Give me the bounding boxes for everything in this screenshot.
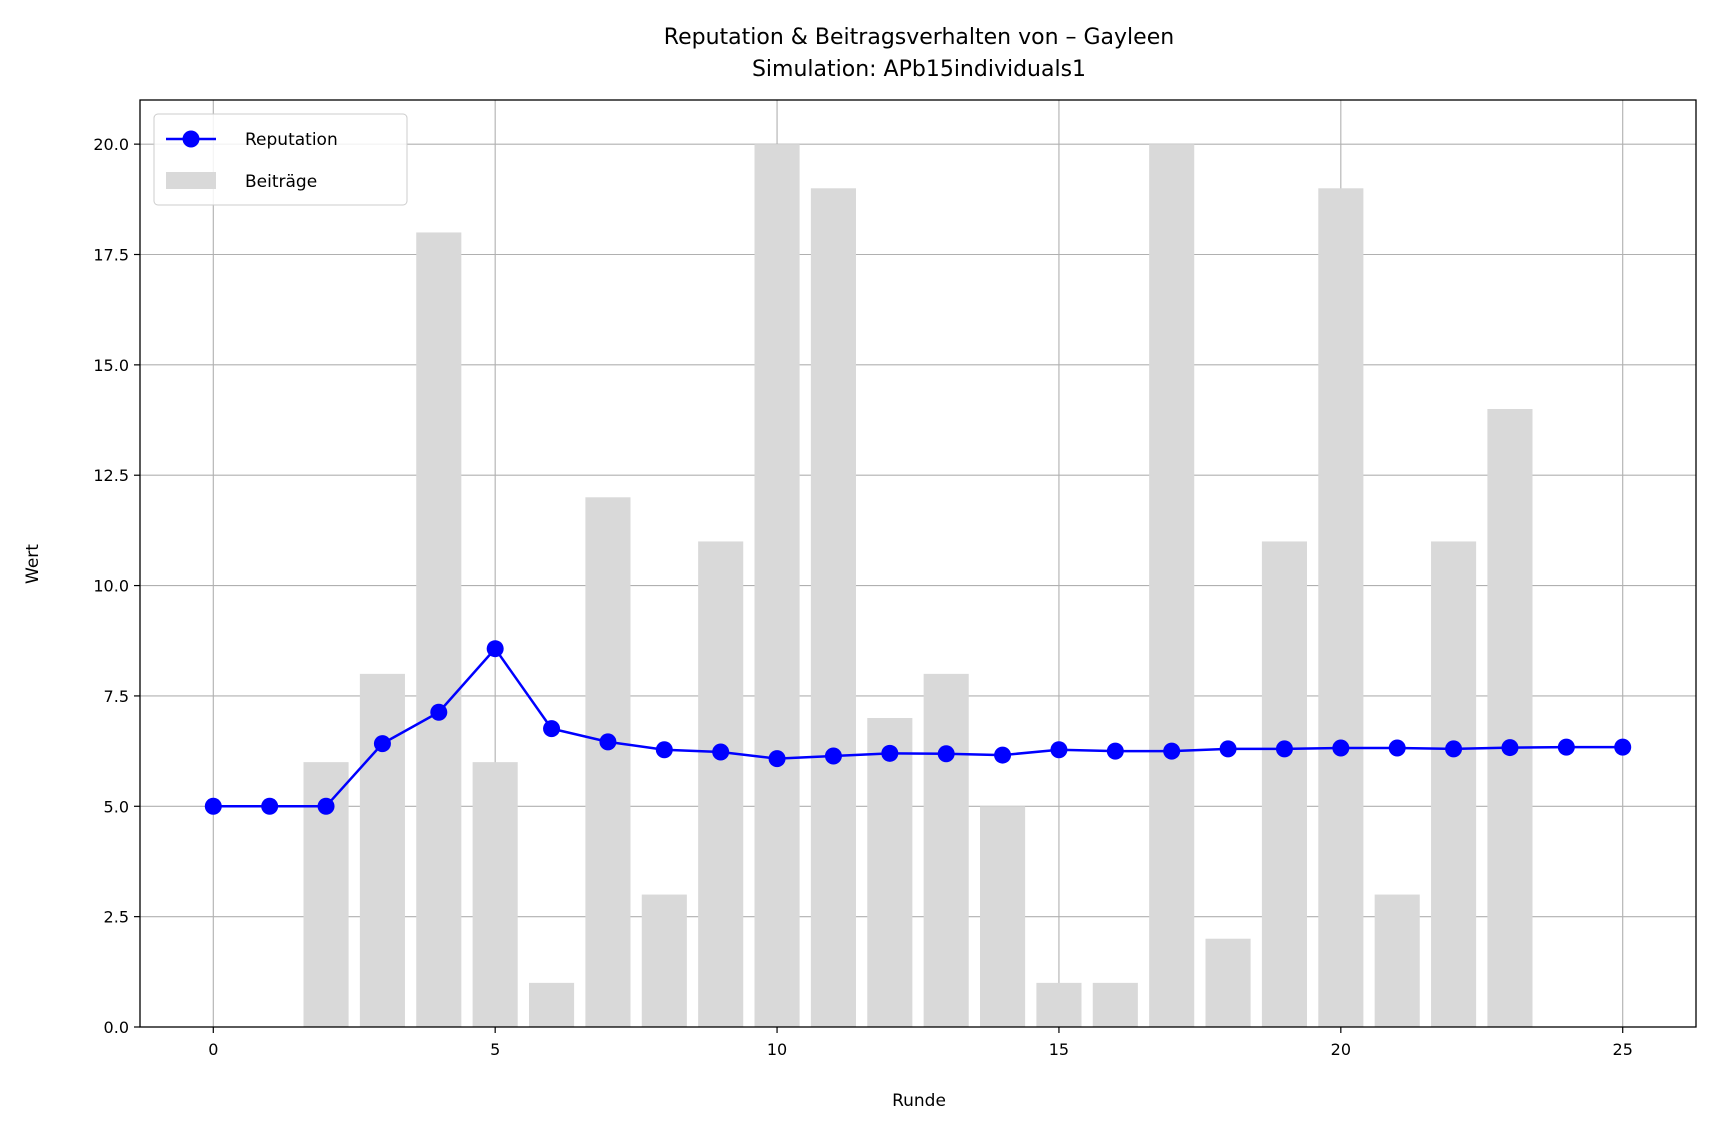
reputation-point: [768, 750, 786, 768]
contribution-bar: [641, 894, 687, 1027]
y-axis-label: Wert: [23, 544, 43, 584]
y-tick-label: 17.5: [93, 246, 129, 265]
x-tick-label: 5: [490, 1040, 500, 1059]
legend-beitraege-swatch: [166, 172, 216, 189]
contribution-bar: [1261, 541, 1307, 1027]
reputation-point: [430, 703, 448, 721]
y-tick-label: 5.0: [104, 797, 129, 816]
contribution-bar: [1431, 541, 1477, 1027]
x-tick-label: 25: [1613, 1040, 1633, 1059]
reputation-point: [1388, 739, 1406, 757]
y-tick-label: 0.0: [104, 1018, 129, 1037]
legend-reputation-label: Reputation: [245, 130, 338, 150]
x-tick-label: 10: [767, 1040, 787, 1059]
reputation-point: [486, 640, 504, 658]
reputation-point: [1275, 740, 1293, 758]
reputation-point: [655, 741, 673, 759]
contribution-bar: [980, 806, 1026, 1027]
contribution-bar: [529, 982, 575, 1027]
reputation-point: [824, 747, 842, 765]
legend-beitraege-label: Beiträge: [245, 172, 317, 192]
reputation-point: [317, 797, 335, 815]
reputation-series: [204, 640, 1632, 815]
x-tick-label: 20: [1331, 1040, 1351, 1059]
chart-title: Reputation & Beitragsverhalten von – Gay…: [664, 25, 1174, 50]
legend: Reputation Beiträge: [153, 113, 408, 206]
reputation-point: [1219, 740, 1237, 758]
y-tick-label: 10.0: [93, 577, 129, 596]
contribution-bar: [585, 497, 631, 1027]
y-tick-label: 20.0: [93, 135, 129, 154]
reputation-point: [937, 745, 955, 763]
reputation-point: [1050, 741, 1068, 759]
x-axis-label: Runde: [892, 1091, 946, 1111]
plot-frame: [139, 99, 1697, 1028]
legend-box: [153, 113, 408, 206]
reputation-point: [712, 743, 730, 761]
x-tick-label: 0: [208, 1040, 218, 1059]
contribution-bar: [1205, 938, 1251, 1027]
contribution-bar: [867, 718, 913, 1027]
contribution-bar: [472, 762, 518, 1027]
y-tick-label: 12.5: [93, 466, 129, 485]
reputation-point: [1332, 739, 1350, 757]
reputation-point: [543, 720, 561, 738]
reputation-point: [599, 733, 617, 751]
contribution-bar: [698, 541, 744, 1027]
y-tick-label: 7.5: [104, 687, 129, 706]
contribution-bars: [303, 144, 1533, 1028]
y-tick-label: 15.0: [93, 356, 129, 375]
reputation-point: [1106, 742, 1124, 760]
contribution-bar: [1149, 144, 1195, 1028]
x-axis-ticks: 0 5 10 15 20 25: [208, 1027, 1633, 1059]
reputation-point: [373, 735, 391, 753]
reputation-point: [1501, 739, 1519, 757]
contribution-bar: [1036, 982, 1082, 1027]
contribution-bar: [810, 188, 856, 1028]
reputation-point: [261, 797, 279, 815]
contribution-bar: [1092, 982, 1138, 1027]
reputation-point: [1163, 742, 1181, 760]
reputation-line: [213, 646, 1623, 808]
contribution-bar: [1318, 188, 1364, 1028]
contribution-bar: [754, 144, 800, 1028]
x-tick-label: 15: [1049, 1040, 1069, 1059]
chart-subtitle: Simulation: APb15individuals1: [752, 57, 1086, 82]
contribution-bar: [416, 232, 462, 1027]
reputation-point: [1557, 738, 1575, 756]
reputation-point: [204, 797, 222, 815]
contribution-bar: [1374, 894, 1420, 1027]
y-axis-ticks: 0.0 2.5 5.0 7.5 10.0 12.5 15.0 17.5 20.0: [93, 135, 140, 1037]
reputation-point: [1445, 740, 1463, 758]
contribution-bar: [923, 673, 969, 1027]
contribution-bar: [1487, 409, 1533, 1027]
contribution-bar: [359, 673, 405, 1027]
legend-reputation-marker: [182, 130, 200, 148]
reputation-point: [994, 746, 1012, 764]
reputation-point: [1614, 738, 1632, 756]
y-tick-label: 2.5: [104, 908, 129, 927]
reputation-point: [881, 744, 899, 762]
